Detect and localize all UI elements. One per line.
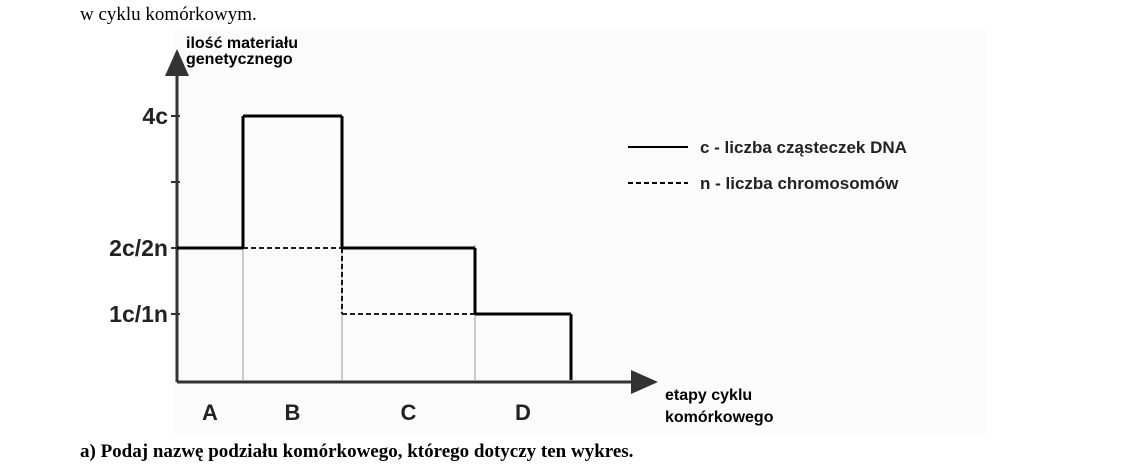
y-tick-label: 2c/2n [109,235,168,261]
x-tick-label: B [285,400,301,425]
chart-background [174,28,986,434]
question: a) Podaj nazwę podziału komórkowego, któ… [80,441,633,462]
y-axis-label: ilość materiału [186,35,298,52]
x-axis-label: etapy cyklu [665,387,752,404]
x-tick-label: C [401,400,417,425]
x-tick-label: D [515,400,531,425]
x-tick-label: A [202,400,218,425]
legend-label: c - liczba cząsteczek DNA [700,138,907,157]
intro-text: w cyklu komórkowym. [80,4,257,25]
y-axis-label: genetycznego [186,51,293,68]
legend-label: n - liczba chromosomów [700,174,899,193]
y-tick-label: 4c [142,103,168,129]
y-tick-label: 1c/1n [109,301,168,327]
x-axis-label: komórkowego [665,409,774,426]
